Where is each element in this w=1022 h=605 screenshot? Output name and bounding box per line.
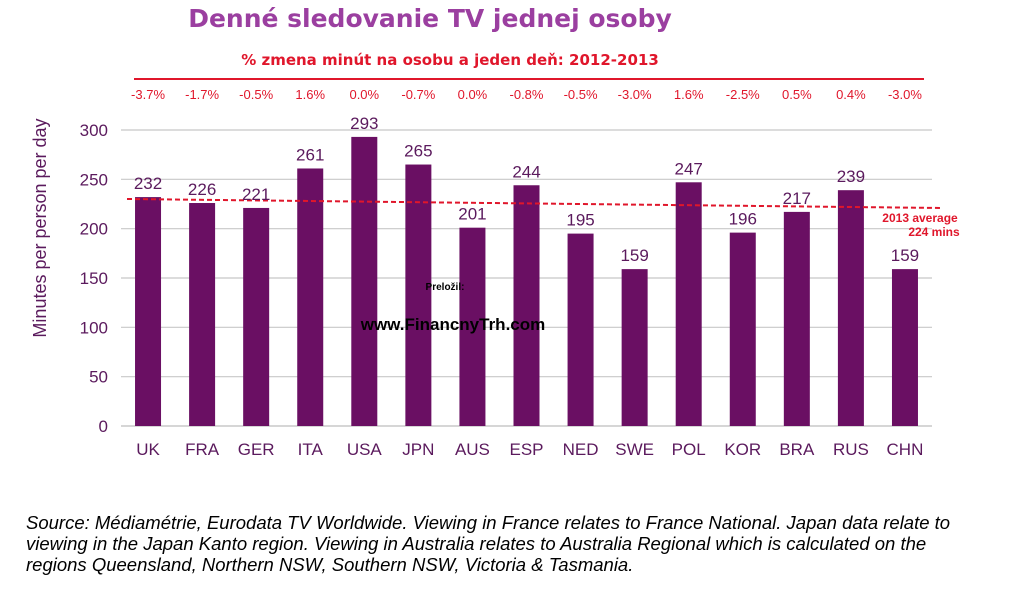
x-tick-label: RUS <box>833 440 869 459</box>
bar-value-label: 293 <box>350 114 378 133</box>
bars <box>135 136 918 427</box>
x-tick-label: BRA <box>779 440 815 459</box>
bar <box>243 207 270 426</box>
watermark-url: www.FinancnyTrh.com <box>360 315 546 334</box>
bar-value-label: 265 <box>404 142 432 161</box>
x-tick-label: FRA <box>185 440 220 459</box>
pct-change-label: -0.8% <box>510 87 544 102</box>
bar <box>405 164 432 427</box>
subtitle-rule <box>134 78 924 80</box>
bar <box>351 136 378 426</box>
pct-change-label: -2.5% <box>726 87 760 102</box>
pct-change-label: 1.6% <box>674 87 704 102</box>
x-tick-label: SWE <box>615 440 654 459</box>
pct-change-label: -0.5% <box>564 87 598 102</box>
bar-value-label: 195 <box>566 211 594 230</box>
bar-value-label: 247 <box>675 159 703 178</box>
bar-value-label: 232 <box>134 174 162 193</box>
y-tick-label: 300 <box>80 121 108 140</box>
bar-value-label: 261 <box>296 145 324 164</box>
bar-value-label: 217 <box>783 189 811 208</box>
bar <box>135 197 162 426</box>
average-line-group: 2013 average 224 mins <box>126 197 960 239</box>
bar <box>513 185 540 426</box>
labels: 0 50 100 150 200 250 300 232 UK -3.7% 226 FRA -1.7% 2… <box>80 87 924 459</box>
pct-change-label: 0.4% <box>836 87 866 102</box>
x-tick-label: ESP <box>509 440 543 459</box>
x-tick-label: NED <box>563 440 599 459</box>
bar-value-label: 221 <box>242 185 270 204</box>
bar-value-label: 226 <box>188 180 216 199</box>
pct-change-label: -3.0% <box>888 87 922 102</box>
pct-change-label: -3.7% <box>131 87 165 102</box>
y-tick-label: 250 <box>80 170 108 189</box>
source-note: Source: Médiamétrie, Eurodata TV Worldwi… <box>26 512 951 575</box>
pct-change-label: -0.7% <box>401 87 435 102</box>
x-tick-label: CHN <box>887 440 924 459</box>
bar-value-label: 196 <box>729 210 757 229</box>
x-tick-label: GER <box>238 440 275 459</box>
pct-change-label: -1.7% <box>185 87 219 102</box>
y-tick-label: 100 <box>80 318 108 337</box>
bar <box>567 233 594 426</box>
bar <box>297 168 324 427</box>
y-tick-label: 150 <box>80 269 108 288</box>
x-tick-label: JPN <box>402 440 434 459</box>
pct-change-label: -3.0% <box>618 87 652 102</box>
y-axis-title: Minutes per person per day <box>30 118 50 337</box>
y-tick-label: 200 <box>80 220 108 239</box>
bar <box>189 203 216 426</box>
average-value-label: 224 mins <box>908 225 960 239</box>
bar <box>837 190 864 426</box>
pct-change-label: 0.5% <box>782 87 812 102</box>
bar-value-label: 159 <box>620 246 648 265</box>
bar-value-label: 239 <box>837 167 865 186</box>
bar <box>729 232 756 426</box>
x-tick-label: AUS <box>455 440 490 459</box>
bar <box>621 269 648 426</box>
x-tick-label: USA <box>347 440 383 459</box>
chart-subtitle: % zmena minút na osobu a jeden deň: 2012… <box>241 51 659 69</box>
bar <box>783 211 810 426</box>
bar-chart: 2013 average 224 mins 0 50 100 150 200 250 300… <box>30 87 960 459</box>
chart-title: Denné sledovanie TV jednej osoby <box>188 4 672 33</box>
bar-value-label: 201 <box>458 205 486 224</box>
average-label: 2013 average <box>882 211 958 225</box>
bar <box>675 182 702 426</box>
bar-value-label: 244 <box>512 162 540 181</box>
y-tick-label: 0 <box>99 417 108 436</box>
x-tick-label: POL <box>672 440 706 459</box>
x-tick-label: KOR <box>724 440 761 459</box>
y-tick-label: 50 <box>89 368 108 387</box>
pct-change-label: 0.0% <box>458 87 488 102</box>
pct-change-label: -0.5% <box>239 87 273 102</box>
pct-change-label: 0.0% <box>349 87 379 102</box>
bar <box>459 227 486 426</box>
x-tick-label: UK <box>136 440 160 459</box>
pct-change-label: 1.6% <box>295 87 325 102</box>
bar-value-label: 159 <box>891 246 919 265</box>
watermark-label: Preložil: <box>426 282 465 293</box>
bar <box>891 269 918 426</box>
x-tick-label: ITA <box>298 440 324 459</box>
